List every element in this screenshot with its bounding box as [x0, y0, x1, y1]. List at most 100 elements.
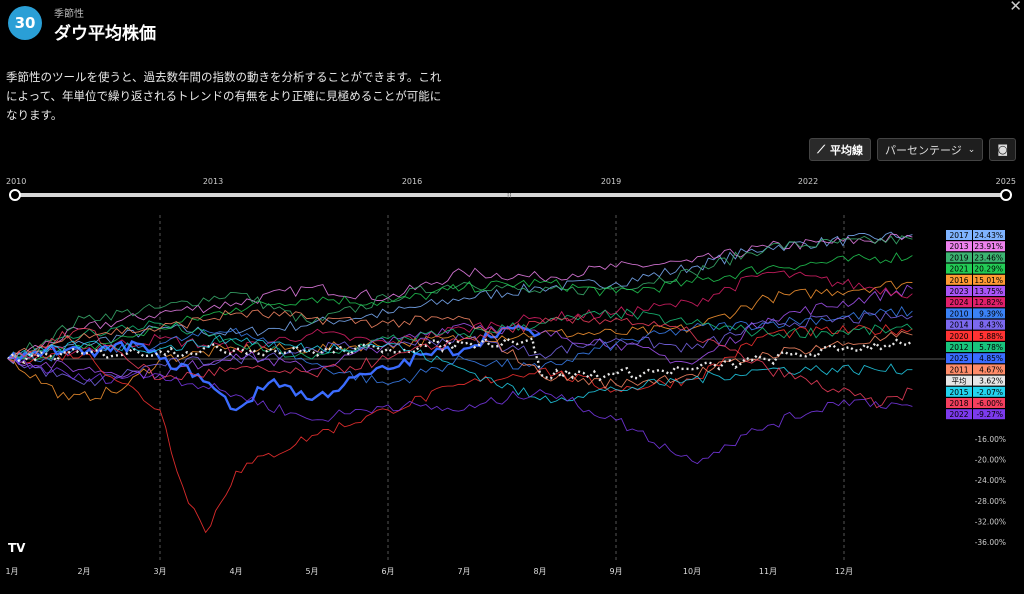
legend-year-label: 2013 — [949, 242, 968, 251]
series-line-2019 — [7, 235, 913, 360]
range-start-handle[interactable] — [9, 189, 21, 201]
series-line-2012 — [7, 308, 913, 360]
legend-year-label: 2010 — [949, 309, 968, 318]
legend-value-label: 5.78% — [979, 343, 1003, 352]
legend-value-swatch — [973, 409, 1005, 420]
legend-value-swatch — [973, 308, 1005, 319]
legend-year-swatch — [946, 375, 972, 386]
legend-year-swatch — [946, 364, 972, 375]
year-range-tick: 2019 — [600, 177, 622, 186]
legend-value-label: 8.43% — [979, 321, 1003, 330]
legend-year-swatch — [946, 263, 972, 274]
y-tick-label: -32.00% — [975, 517, 1006, 526]
year-range-tick: 2013 — [202, 177, 224, 186]
close-icon[interactable]: ✕ — [1009, 0, 1022, 15]
x-month-label: 10月 — [683, 567, 701, 576]
x-month-label: 7月 — [457, 567, 470, 576]
y-tick-label: -16.00% — [975, 435, 1006, 444]
legend-year-swatch — [946, 342, 972, 352]
x-month-label: 11月 — [759, 567, 777, 576]
legend-value-swatch — [973, 230, 1005, 240]
y-tick-label: -28.00% — [975, 497, 1006, 506]
series-line-2023 — [7, 284, 913, 380]
chart-toolbar: ⟋ 平均線 パーセンテージ ⌄ ◙ — [809, 138, 1016, 161]
series-line-2022 — [7, 357, 913, 465]
x-month-label: 5月 — [305, 567, 318, 576]
legend-year-swatch — [946, 308, 972, 319]
legend-value-swatch — [973, 319, 1005, 330]
legend-year-swatch — [946, 252, 972, 263]
series-line-2015 — [7, 334, 913, 404]
series-line-2010 — [7, 305, 913, 385]
mode-select[interactable]: パーセンテージ ⌄ — [876, 138, 984, 161]
tradingview-logo: TV — [8, 541, 26, 555]
legend-value-label: 4.67% — [979, 365, 1003, 374]
legend-value-swatch — [973, 386, 1005, 397]
legend-value-swatch — [973, 241, 1005, 252]
legend-value-swatch — [973, 375, 1005, 386]
legend-value-label: 20.29% — [974, 265, 1003, 274]
range-end-handle[interactable] — [1000, 189, 1012, 201]
year-range-slider[interactable] — [14, 193, 1006, 197]
legend-year-label: 2023 — [949, 287, 968, 296]
series-line-平均 — [7, 336, 914, 382]
legend-year-label: 2018 — [949, 399, 968, 408]
day-badge: 30 — [8, 6, 42, 40]
legend-year-label: 2012 — [949, 343, 968, 352]
legend-year-label: 2017 — [949, 231, 968, 240]
page-title: ダウ平均株価 — [54, 24, 156, 44]
legend-value-swatch — [973, 353, 1005, 364]
series-line-2025 — [7, 324, 541, 412]
legend-year-label: 2014 — [949, 321, 968, 330]
x-month-label: 8月 — [533, 567, 546, 576]
legend-year-swatch — [946, 286, 972, 296]
legend-value-label: 13.75% — [974, 287, 1003, 296]
legend-value-swatch — [973, 330, 1005, 341]
series-line-2016 — [7, 280, 913, 402]
x-month-label: 4月 — [229, 567, 242, 576]
legend-value-label: 3.62% — [979, 377, 1003, 386]
y-tick-label: -24.00% — [975, 476, 1006, 485]
year-range-tick: 2025 — [995, 177, 1016, 186]
legend-year-label: 2024 — [949, 298, 968, 307]
legend-value-swatch — [973, 263, 1005, 274]
description-text: 季節性のツールを使うと、過去数年間の指数の動きを分析することができます。これによ… — [6, 70, 442, 122]
x-month-label: 12月 — [835, 567, 853, 576]
legend-value-label: 15.01% — [974, 276, 1003, 285]
average-line-button[interactable]: ⟋ 平均線 — [809, 138, 871, 161]
legend-year-swatch — [946, 230, 972, 240]
legend-year-label: 2019 — [949, 253, 968, 262]
legend-year-swatch — [946, 353, 972, 364]
line-chart-icon: ⟋ — [817, 142, 825, 156]
category-label: 季節性 — [54, 9, 84, 20]
legend-year-label: 2011 — [949, 365, 968, 374]
legend-year-swatch — [946, 241, 972, 252]
year-range-tick: 2010 — [6, 177, 27, 186]
legend-year-label: 2016 — [949, 276, 968, 285]
y-tick-label: -20.00% — [975, 456, 1006, 465]
legend-value-label: 23.91% — [974, 242, 1003, 251]
x-month-label: 6月 — [381, 567, 394, 576]
legend-value-label: 9.39% — [979, 309, 1003, 318]
x-month-label: 3月 — [153, 567, 166, 576]
legend-year-label: 2020 — [949, 332, 968, 341]
year-range-labels: 2010 2013 2016 2019 2022 2025 — [0, 177, 1024, 189]
range-drag-grip[interactable]: ⁞⁞ — [507, 192, 512, 200]
legend-value-label: 5.88% — [979, 332, 1003, 341]
legend-year-swatch — [946, 386, 972, 397]
legend-value-swatch — [973, 286, 1005, 296]
legend-value-label: 12.82% — [974, 298, 1003, 307]
series-line-2024 — [7, 270, 913, 361]
snapshot-button[interactable]: ◙ — [989, 138, 1016, 161]
legend-value-swatch — [973, 364, 1005, 375]
year-range-tick: 2016 — [401, 177, 423, 186]
legend-value-label: -2.07% — [976, 388, 1003, 397]
legend-year-label: 2015 — [949, 388, 968, 397]
legend-year-swatch — [946, 330, 972, 341]
legend-year-label: 2025 — [949, 354, 968, 363]
series-line-2014 — [7, 311, 913, 387]
legend-value-swatch — [973, 297, 1005, 308]
legend-value-label: -6.00% — [976, 399, 1003, 408]
mode-select-label: パーセンテージ — [884, 143, 962, 157]
